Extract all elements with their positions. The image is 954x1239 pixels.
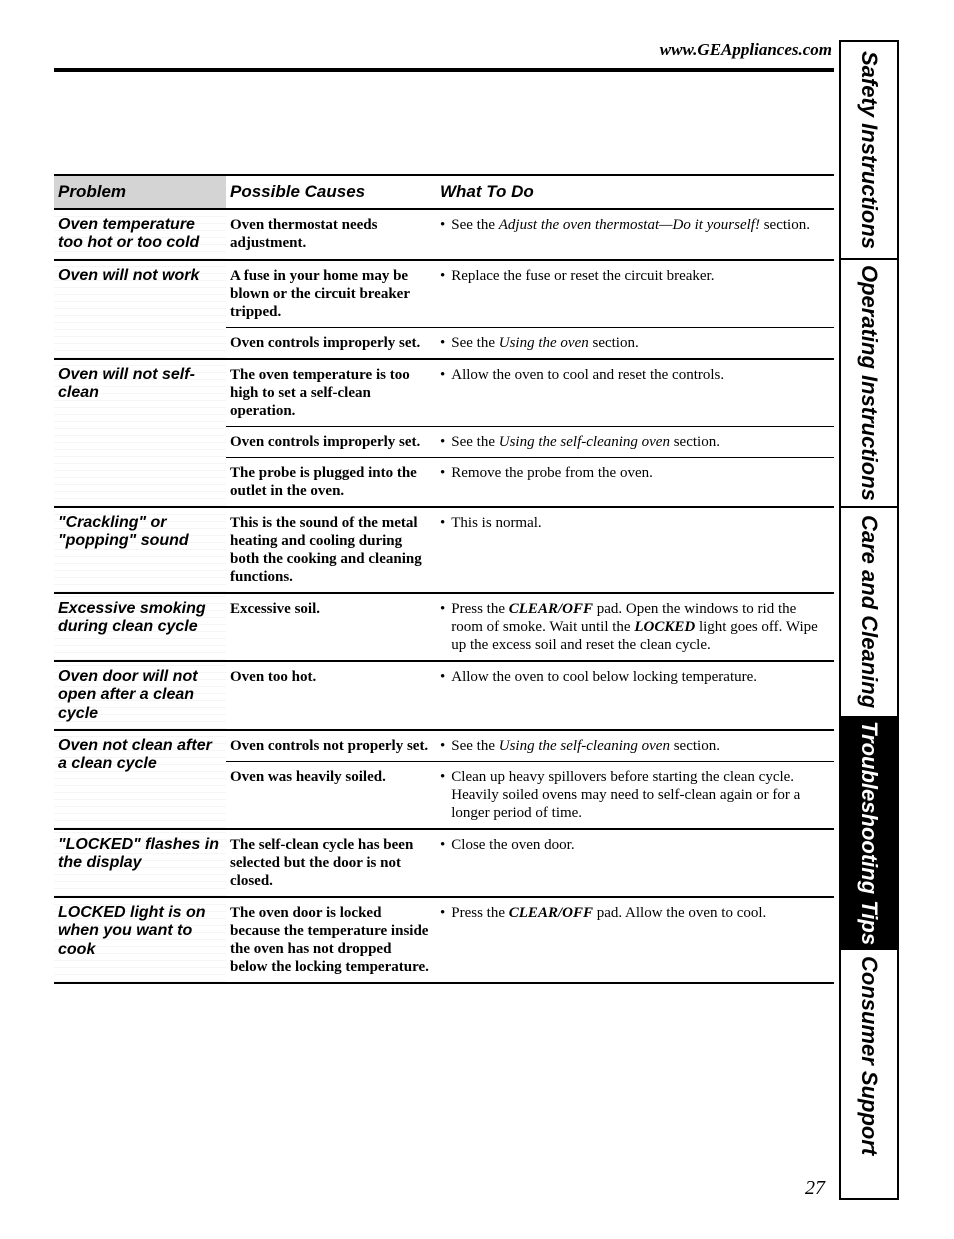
cause-cell: Oven thermostat needs adjustment.: [226, 210, 436, 258]
table-row: Oven temperature too hot or too coldOven…: [54, 210, 834, 261]
problem-cell: Oven not clean after a clean cycle: [54, 731, 226, 828]
subrow: Oven thermostat needs adjustment.See the…: [226, 210, 834, 258]
cause-cell: Oven controls not properly set.: [226, 731, 436, 761]
table-row: Oven door will not open after a clean cy…: [54, 662, 834, 731]
top-rule: [54, 68, 834, 72]
subrow: This is the sound of the metal heating a…: [226, 508, 834, 592]
cause-cell: Oven controls improperly set.: [226, 328, 436, 358]
cause-cell: Oven controls improperly set.: [226, 427, 436, 457]
whatto-cell: Close the oven door.: [436, 830, 834, 896]
cause-cell: The probe is plugged into the outlet in …: [226, 458, 436, 506]
subrow: The oven temperature is too high to set …: [226, 360, 834, 427]
subrow: Oven controls improperly set.See the Usi…: [226, 328, 834, 358]
cause-cell: The oven door is locked because the temp…: [226, 898, 436, 982]
header-whatto: What To Do: [436, 176, 834, 208]
subrows: Oven controls not properly set.See the U…: [226, 731, 834, 828]
cause-cell: The oven temperature is too high to set …: [226, 360, 436, 426]
whatto-cell: Allow the oven to cool below locking tem…: [436, 662, 834, 692]
table-row: Oven will not self-cleanThe oven tempera…: [54, 360, 834, 508]
subrows: The oven temperature is too high to set …: [226, 360, 834, 506]
table-row: LOCKED light is on when you want to cook…: [54, 898, 834, 984]
header-problem: Problem: [54, 176, 226, 208]
whatto-cell: Replace the fuse or reset the circuit br…: [436, 261, 834, 327]
subrow: Oven was heavily soiled.Clean up heavy s…: [226, 762, 834, 828]
header-cause: Possible Causes: [226, 176, 436, 208]
problem-cell: LOCKED light is on when you want to cook: [54, 898, 226, 982]
subrows: The oven door is locked because the temp…: [226, 898, 834, 982]
problem-cell: Oven will not self-clean: [54, 360, 226, 506]
cause-cell: A fuse in your home may be blown or the …: [226, 261, 436, 327]
whatto-cell: See the Using the self-cleaning oven sec…: [436, 731, 834, 761]
table-row: Excessive smoking during clean cycleExce…: [54, 594, 834, 662]
subrow: The probe is plugged into the outlet in …: [226, 458, 834, 506]
whatto-cell: Press the CLEAR/OFF pad. Allow the oven …: [436, 898, 834, 982]
problem-cell: "Crackling" or "popping" sound: [54, 508, 226, 592]
side-tab[interactable]: Troubleshooting Tips: [841, 718, 897, 950]
cause-cell: Oven was heavily soiled.: [226, 762, 436, 828]
subrow: Oven controls not properly set.See the U…: [226, 731, 834, 762]
side-tab[interactable]: Operating Instructions: [841, 260, 897, 508]
subrows: Oven thermostat needs adjustment.See the…: [226, 210, 834, 259]
subrow: The oven door is locked because the temp…: [226, 898, 834, 982]
whatto-cell: This is normal.: [436, 508, 834, 592]
whatto-cell: See the Adjust the oven thermostat—Do it…: [436, 210, 834, 258]
table-row: Oven will not workA fuse in your home ma…: [54, 261, 834, 360]
whatto-cell: See the Using the self-cleaning oven sec…: [436, 427, 834, 457]
cause-cell: Oven too hot.: [226, 662, 436, 692]
cause-cell: The self-clean cycle has been selected b…: [226, 830, 436, 896]
page: www.GEAppliances.com Problem Possible Ca…: [54, 40, 899, 1200]
problem-cell: "LOCKED" flashes in the display: [54, 830, 226, 896]
subrow: The self-clean cycle has been selected b…: [226, 830, 834, 896]
side-tab[interactable]: Consumer Support: [841, 950, 897, 1162]
side-tabs: Safety InstructionsOperating Instruction…: [839, 40, 899, 1200]
subrows: The self-clean cycle has been selected b…: [226, 830, 834, 896]
problem-cell: Oven temperature too hot or too cold: [54, 210, 226, 259]
whatto-cell: Clean up heavy spillovers before startin…: [436, 762, 834, 828]
cause-cell: Excessive soil.: [226, 594, 436, 660]
subrow: Excessive soil.Press the CLEAR/OFF pad. …: [226, 594, 834, 660]
whatto-cell: See the Using the oven section.: [436, 328, 834, 358]
subrows: A fuse in your home may be blown or the …: [226, 261, 834, 358]
cause-cell: This is the sound of the metal heating a…: [226, 508, 436, 592]
troubleshooting-table: Oven temperature too hot or too coldOven…: [54, 210, 834, 984]
subrow: Oven controls improperly set.See the Usi…: [226, 427, 834, 458]
subrow: Oven too hot.Allow the oven to cool belo…: [226, 662, 834, 692]
table-header-row: Problem Possible Causes What To Do: [54, 174, 834, 210]
content-area: www.GEAppliances.com Problem Possible Ca…: [54, 40, 834, 984]
subrows: Excessive soil.Press the CLEAR/OFF pad. …: [226, 594, 834, 660]
side-tab[interactable]: Safety Instructions: [841, 42, 897, 260]
table-row: "LOCKED" flashes in the displayThe self-…: [54, 830, 834, 898]
whatto-cell: Press the CLEAR/OFF pad. Open the window…: [436, 594, 834, 660]
subrows: This is the sound of the metal heating a…: [226, 508, 834, 592]
problem-cell: Oven door will not open after a clean cy…: [54, 662, 226, 729]
subrow: A fuse in your home may be blown or the …: [226, 261, 834, 328]
whatto-cell: Remove the probe from the oven.: [436, 458, 834, 506]
side-tab[interactable]: Care and Cleaning: [841, 508, 897, 718]
page-number: 27: [805, 1177, 825, 1200]
problem-cell: Excessive smoking during clean cycle: [54, 594, 226, 660]
table-row: Oven not clean after a clean cycleOven c…: [54, 731, 834, 830]
subrows: Oven too hot.Allow the oven to cool belo…: [226, 662, 834, 729]
problem-cell: Oven will not work: [54, 261, 226, 358]
whatto-cell: Allow the oven to cool and reset the con…: [436, 360, 834, 426]
table-row: "Crackling" or "popping" soundThis is th…: [54, 508, 834, 594]
website-url: www.GEAppliances.com: [54, 40, 834, 60]
